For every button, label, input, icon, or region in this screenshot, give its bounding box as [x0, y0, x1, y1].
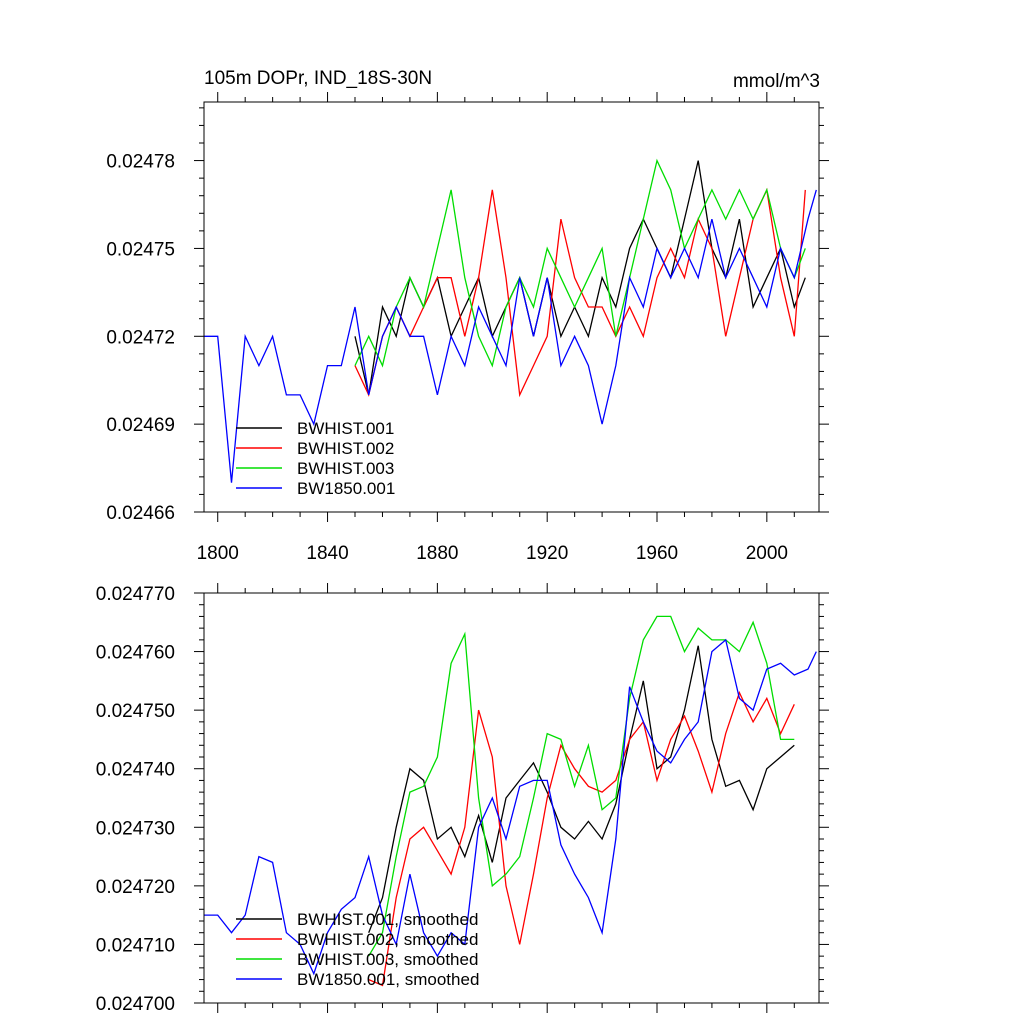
y-tick-label: 0.02472 [106, 327, 175, 348]
y-tick-label: 0.024750 [96, 701, 175, 722]
y-tick-label: 0.024710 [96, 935, 175, 956]
top-panel-series-group [204, 158, 817, 483]
top-panel-units: mmol/m^3 [733, 71, 820, 92]
legend-label: BWHIST.002 [297, 439, 394, 458]
legend-label: BW1850.001 [297, 479, 395, 498]
top-panel-title: 105m DOPr, IND_18S-30N [204, 68, 432, 89]
x-tick-label: 1840 [306, 543, 348, 564]
series-line-0-0 [354, 160, 806, 396]
bottom-panel: 0.024700 0.024710 0.024720 0.024730 0.024740… [96, 583, 829, 1015]
legend-label: BWHIST.001 [297, 419, 394, 438]
x-tick-label: 1880 [416, 543, 458, 564]
top-panel-ticks: 1800 1840 1880 1920 1960 2000 0.02466 0.02469 0.… [106, 92, 829, 564]
bottom-panel-frame [203, 592, 820, 1004]
y-tick-label: 0.02469 [106, 415, 175, 436]
top-panel: 105m DOPr, IND_18S-30N mmol/m^3 1800 1840… [106, 68, 829, 564]
legend-label: BWHIST.003 [297, 459, 394, 478]
y-tick-label: 0.024720 [96, 877, 175, 898]
x-tick-label: 1800 [197, 543, 239, 564]
bottom-panel-ticks: 0.024700 0.024710 0.024720 0.024730 0.024740… [96, 583, 829, 1015]
y-tick-label: 0.02475 [106, 239, 175, 260]
y-tick-label: 0.02478 [106, 152, 175, 173]
legend-label: BWHIST.003, smoothed [297, 950, 478, 969]
legend-label: BW1850.001, smoothed [297, 970, 479, 989]
legend-label: BWHIST.001, smoothed [297, 910, 478, 929]
y-tick-label: 0.024770 [96, 584, 175, 605]
x-tick-label: 2000 [746, 543, 788, 564]
series-line-1-1 [368, 690, 795, 987]
series-line-0-3 [204, 189, 817, 483]
x-tick-label: 1920 [526, 543, 568, 564]
y-tick-label: 0.02466 [106, 503, 175, 524]
series-line-1-0 [368, 645, 795, 933]
series-line-0-1 [354, 187, 806, 398]
y-tick-label: 0.024760 [96, 643, 175, 664]
y-tick-label: 0.024740 [96, 760, 175, 781]
y-tick-label: 0.024700 [96, 994, 175, 1015]
x-tick-label: 1960 [636, 543, 678, 564]
legend-label: BWHIST.002, smoothed [297, 930, 478, 949]
top-panel-frame [203, 101, 820, 513]
series-line-0-2 [354, 158, 806, 368]
y-tick-label: 0.024730 [96, 818, 175, 839]
series-line-1-2 [368, 615, 795, 957]
bottom-panel-series-group [204, 615, 817, 987]
series-line-1-3 [204, 638, 817, 976]
